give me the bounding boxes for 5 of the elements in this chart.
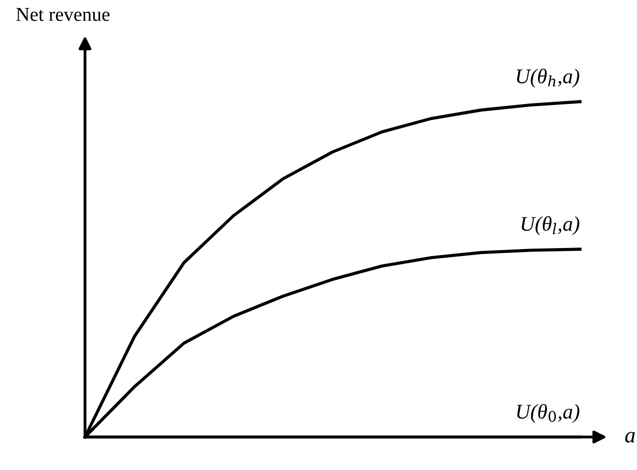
series-label: U(θ$_{0}$,a) [517,404,580,423]
series-label: U(θ$_{l}$,a) [522,216,580,236]
series-label: U(θ$_{h}$,a) [516,68,580,88]
x-axis-title: a [625,432,635,443]
y-axis-title: Net revenue [16,8,110,21]
